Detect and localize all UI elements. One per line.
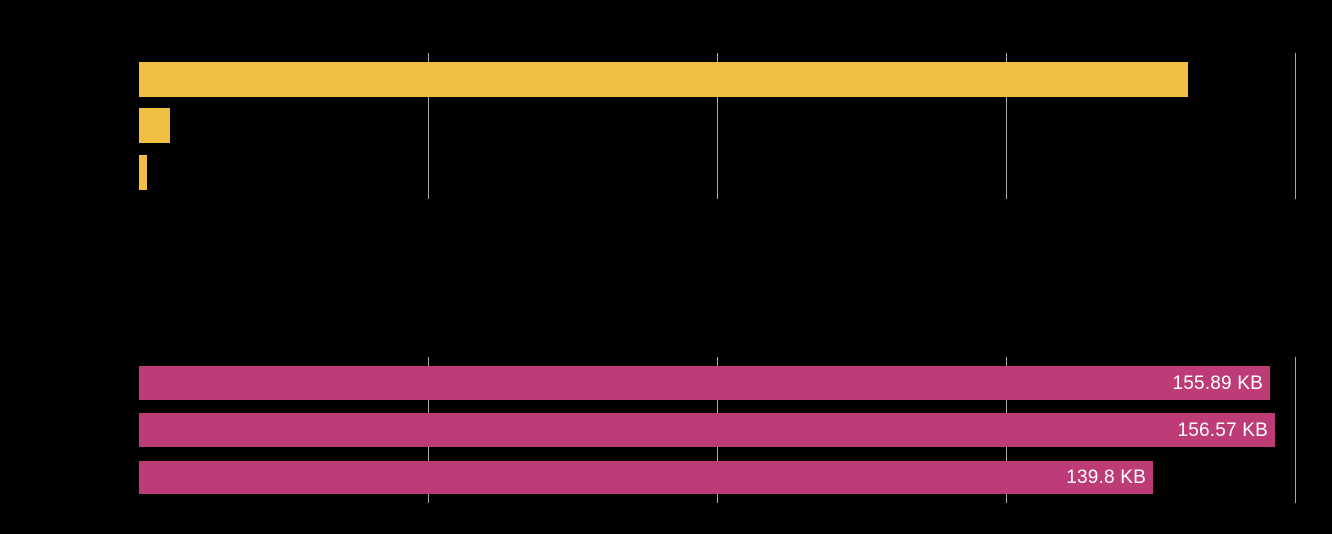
bottom-chart-bar-value-label-2: 156.57 KB [1177, 419, 1268, 441]
top-chart-gridline-2 [717, 53, 718, 199]
bottom-chart-bar-value-label-1: 155.89 KB [1172, 372, 1263, 394]
top-chart-bar-2 [139, 108, 170, 143]
top-chart-bar-1 [139, 62, 1188, 97]
bottom-chart-bar-value-label-3: 139.8 KB [1066, 467, 1146, 488]
bottom-chart-bar-2: 156.57 KB [139, 413, 1275, 447]
bottom-chart-bar-1: 155.89 KB [139, 366, 1270, 400]
bottom-chart-gridline-4 [1295, 357, 1296, 503]
top-chart-gridline-3 [1006, 53, 1007, 199]
top-chart-gridline-4 [1295, 53, 1296, 199]
top-chart-gridline-1 [428, 53, 429, 199]
top-chart-bar-3 [139, 155, 147, 190]
bottom-chart-bar-3: 139.8 KB [139, 461, 1153, 494]
